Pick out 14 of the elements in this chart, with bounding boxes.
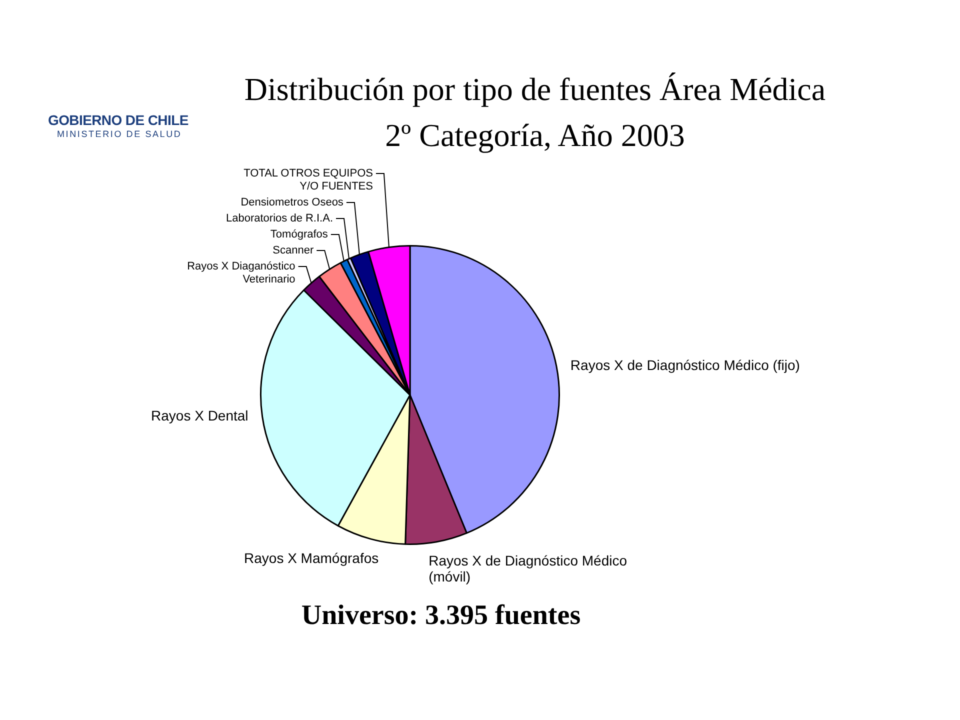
slice-label: Laboratorios de R.I.A. [226, 212, 334, 225]
slice-label: Scanner [272, 244, 314, 257]
text: Universo: 3.395 fuentes [300, 600, 582, 632]
chart-title: Distribución por tipo de fuentes Área Médica 2º Categoría, Año 2003 [244, 71, 826, 153]
slice-label: Rayos X de Diagnóstico Médico (fijo) [570, 356, 800, 373]
text: MINISTERIO DE SALUD [57, 129, 182, 139]
slice-label: Tomógrafos [270, 228, 328, 241]
slice-label: Rayos X Dental [151, 407, 248, 424]
slice-label: Rayos X Diaganóstico Veterinario [187, 260, 296, 286]
slice-label: Densiometros Oseos [240, 196, 344, 209]
text: GOBIERNO DE CHILE [48, 112, 188, 128]
slice-label: Rayos X de Diagnóstico Médico (móvil) [428, 552, 628, 585]
slice-label: TOTAL OTROS EQUIPOS Y/O FUENTES [244, 168, 373, 193]
slice-label: Rayos X Mamógrafos [244, 550, 379, 566]
